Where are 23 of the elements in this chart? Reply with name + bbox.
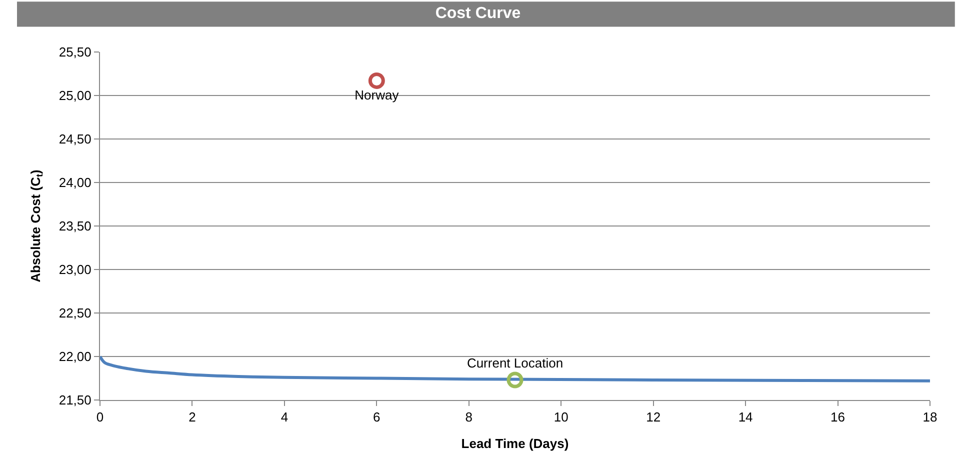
x-tick-label: 12 (646, 410, 661, 425)
y-tick-label: 25,00 (58, 88, 92, 104)
x-tick-label: 0 (96, 410, 104, 425)
x-tick-label: 6 (373, 410, 380, 425)
x-tick-label: 14 (738, 410, 753, 425)
y-tick-label: 23,50 (58, 218, 92, 234)
y-tick-label: 21,50 (58, 392, 92, 408)
x-tick-label: 4 (280, 410, 288, 425)
chart-title: Cost Curve (435, 5, 521, 22)
x-tick-label: 16 (830, 410, 846, 425)
x-axis-title: Lead Time (Days) (461, 436, 569, 452)
series-label: Current Location (466, 356, 564, 371)
y-tick-label: 24,50 (58, 132, 92, 147)
x-tick-label: 2 (188, 410, 196, 425)
y-tick-label: 25,50 (58, 44, 92, 60)
y-tick-label: 24,00 (58, 175, 92, 190)
x-tick-label: 8 (465, 410, 473, 425)
y-tick-label: 23,00 (58, 262, 92, 278)
x-tick-label: 10 (554, 410, 568, 425)
x-tick-label: 18 (922, 410, 938, 425)
y-tick-label: 22,50 (58, 306, 92, 321)
series-label: Norway (354, 88, 400, 103)
y-tick-label: 22,00 (58, 349, 92, 364)
